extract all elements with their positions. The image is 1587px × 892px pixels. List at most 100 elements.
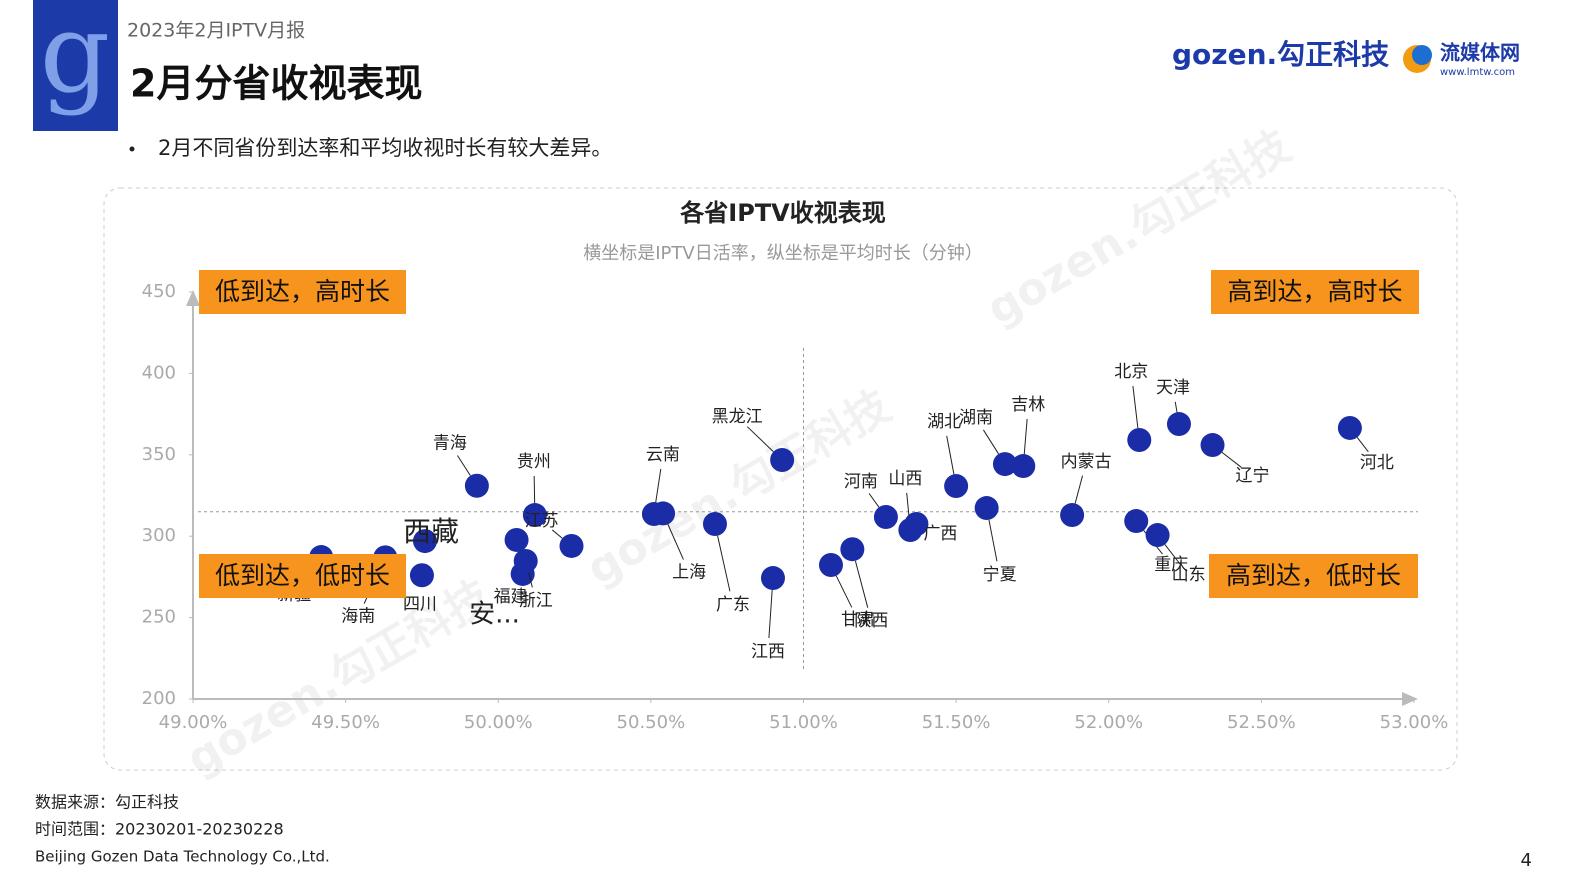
source: 数据来源：勾正科技	[35, 793, 179, 812]
leader-line	[946, 435, 955, 475]
point-label: 福建	[494, 587, 528, 607]
point	[559, 533, 584, 558]
leader-line	[1221, 451, 1242, 468]
point-label: 四川	[403, 594, 437, 614]
point-label: 宁夏	[983, 565, 1017, 585]
point-label: 湖南	[959, 408, 993, 428]
bullet-text: 2月不同省份到达率和平均收视时长有较大差异。	[158, 136, 612, 160]
point	[464, 473, 489, 498]
leader-line	[983, 429, 999, 455]
x-tick-label: 51.00%	[769, 712, 838, 733]
x-axis-arrow	[1402, 692, 1418, 706]
point-label: 山西	[888, 469, 922, 489]
period: 时间范围：20230201-20230228	[35, 820, 284, 839]
point	[1145, 523, 1170, 548]
quadrant-box	[1209, 554, 1418, 598]
leader-line	[1132, 385, 1139, 429]
point-label: 上海	[672, 562, 706, 582]
point-label: 内蒙古	[1061, 452, 1112, 472]
leader-line	[667, 524, 684, 560]
brand-logo: gozen.勾正科技	[1172, 38, 1389, 71]
x-tick-label: 49.50%	[311, 712, 380, 733]
point	[904, 511, 929, 536]
point-label: 湖北	[927, 412, 961, 432]
point-label: 北京	[1114, 362, 1148, 382]
point-label: 海南	[341, 606, 375, 626]
logo-block	[33, 0, 118, 131]
y-tick-label: 400	[142, 362, 176, 383]
quadrant-label: 高到达，低时长	[1226, 561, 1401, 590]
leader-line	[835, 575, 853, 608]
point-label: 甘肃	[841, 610, 875, 630]
slide-title: 2月分省收视表现	[130, 62, 422, 106]
quadrant-label: 低到达，低时长	[215, 561, 390, 590]
leader-line	[528, 572, 533, 588]
point-label: 西藏	[403, 515, 459, 548]
point	[409, 563, 434, 588]
point	[818, 553, 843, 578]
quadrant-box	[199, 270, 406, 314]
partner-icon	[1412, 45, 1432, 65]
point-label: 浙江	[519, 591, 553, 611]
bullet-dot	[129, 146, 135, 152]
point-label: 天津	[1156, 378, 1190, 398]
y-tick-label: 450	[142, 281, 176, 302]
point	[992, 452, 1017, 477]
point	[513, 548, 538, 573]
point	[504, 527, 529, 552]
point-label: 河南	[844, 472, 878, 492]
quadrant-box	[199, 554, 406, 598]
point-label: 吉林	[1011, 395, 1045, 415]
page-number: 4	[1521, 850, 1532, 871]
point	[873, 504, 898, 529]
point	[760, 566, 785, 591]
point-label: 江苏	[525, 511, 559, 531]
watermark: gozen.勾正科技	[178, 570, 499, 785]
point-label: 山东	[1172, 565, 1206, 585]
leader-line	[1074, 475, 1084, 504]
point	[1200, 433, 1225, 458]
point-label: 陕西	[854, 611, 888, 631]
x-tick-label: 52.50%	[1227, 712, 1296, 733]
y-tick-label: 200	[142, 688, 176, 709]
point-label: 安...	[469, 599, 520, 629]
point	[770, 448, 795, 473]
y-axis-arrow	[186, 290, 200, 306]
point-label: 贵州	[517, 452, 551, 472]
x-tick-label: 49.00%	[159, 712, 228, 733]
leader-line	[717, 535, 731, 592]
point	[1127, 427, 1152, 452]
y-tick-label: 250	[142, 607, 176, 628]
leader-line	[655, 468, 662, 503]
leader-line	[1356, 437, 1369, 453]
point-label: 黑龙江	[712, 407, 763, 427]
leader-line	[1023, 418, 1028, 455]
point-label: 云南	[646, 445, 680, 465]
x-tick-label: 50.50%	[617, 712, 686, 733]
point	[1060, 503, 1085, 528]
y-tick-label: 350	[142, 444, 176, 465]
quadrant-label: 低到达，高时长	[215, 277, 390, 306]
x-tick-label: 53.00%	[1380, 712, 1449, 733]
point	[522, 503, 547, 528]
report-name: 2023年2月IPTV月报	[127, 20, 305, 42]
quadrant-box	[1211, 270, 1419, 314]
x-tick-label: 51.50%	[922, 712, 991, 733]
leader-line	[1164, 544, 1181, 565]
leader-line	[1174, 401, 1178, 413]
point	[1337, 415, 1362, 440]
leader-line	[854, 560, 869, 608]
point	[651, 501, 676, 526]
x-tick-label: 50.00%	[464, 712, 533, 733]
point-label: 广西	[923, 524, 957, 544]
point	[1166, 412, 1191, 437]
point	[412, 529, 437, 554]
point	[1124, 509, 1149, 534]
leader-line	[768, 589, 773, 639]
leader-line	[906, 492, 910, 519]
y-tick-label: 300	[142, 525, 176, 546]
quadrant-label: 高到达，高时长	[1227, 277, 1402, 306]
point-label: 广东	[716, 595, 750, 615]
chart-subtitle: 横坐标是IPTV日活率，纵坐标是平均时长（分钟）	[583, 243, 982, 264]
point-label: 辽宁	[1236, 466, 1270, 486]
